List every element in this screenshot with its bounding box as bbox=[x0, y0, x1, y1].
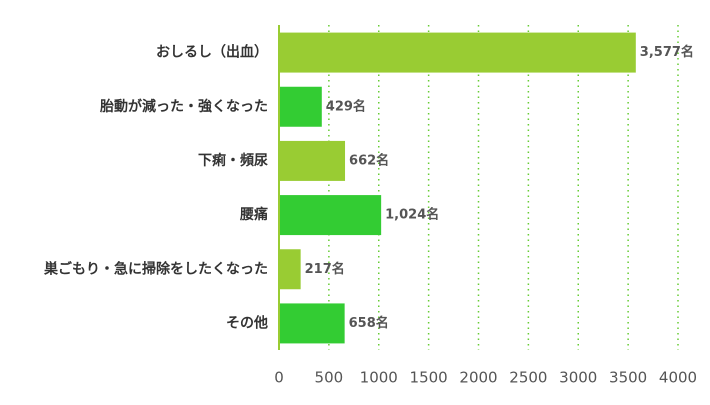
value-label: 1,024名 bbox=[385, 207, 439, 223]
x-tick-label: 1500 bbox=[410, 369, 448, 387]
x-tick-label: 4000 bbox=[659, 369, 697, 387]
value-label: 3,577名 bbox=[640, 44, 694, 60]
value-label: 429名 bbox=[326, 98, 366, 114]
bar bbox=[279, 195, 382, 236]
value-label: 658名 bbox=[349, 315, 389, 331]
bar bbox=[279, 249, 301, 290]
x-tick-label: 0 bbox=[274, 369, 284, 387]
x-tick-label: 3000 bbox=[559, 369, 597, 387]
bar bbox=[279, 303, 345, 344]
category-label: 巣ごもり・急に掃除をしたくなった bbox=[43, 260, 268, 277]
x-tick-label: 2500 bbox=[509, 369, 547, 387]
x-tick-label: 1000 bbox=[360, 369, 398, 387]
x-tick-label: 2000 bbox=[459, 369, 497, 387]
x-tick-label: 500 bbox=[315, 369, 344, 387]
category-label: おしるし（出血） bbox=[156, 44, 268, 61]
value-label: 217名 bbox=[305, 261, 345, 277]
category-label: その他 bbox=[226, 314, 268, 331]
category-label: 下痢・頻尿 bbox=[198, 152, 268, 169]
bar bbox=[279, 140, 346, 181]
category-label: 腰痛 bbox=[239, 206, 268, 223]
bar bbox=[279, 86, 322, 127]
bar bbox=[279, 32, 636, 73]
x-tick-label: 3500 bbox=[609, 369, 647, 387]
value-label: 662名 bbox=[349, 152, 389, 168]
category-label: 胎動が減った・強くなった bbox=[100, 98, 268, 115]
